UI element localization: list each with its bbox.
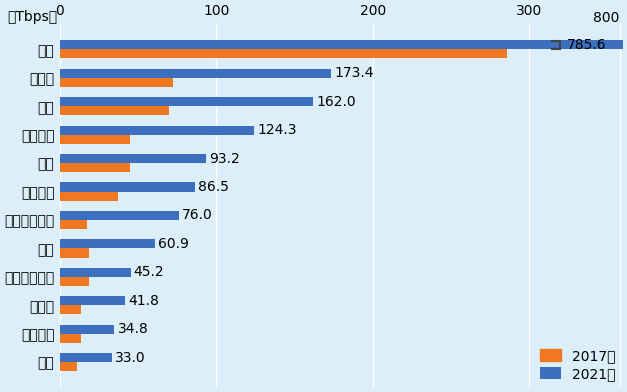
Bar	[60, 249, 90, 258]
Bar	[60, 268, 130, 277]
Text: 41.8: 41.8	[129, 294, 159, 308]
Text: 124.3: 124.3	[258, 123, 297, 137]
Bar	[60, 211, 179, 220]
Text: 34.8: 34.8	[117, 322, 148, 336]
Text: 86.5: 86.5	[198, 180, 229, 194]
Text: 162.0: 162.0	[317, 95, 356, 109]
Bar	[60, 97, 314, 106]
Bar	[60, 106, 169, 115]
Legend: 2017年, 2021年: 2017年, 2021年	[540, 349, 616, 381]
Text: 76.0: 76.0	[182, 209, 213, 222]
Bar	[60, 277, 89, 286]
Bar	[60, 353, 112, 362]
Bar	[60, 220, 87, 229]
Text: （Tbps）: （Tbps）	[7, 10, 57, 24]
Bar	[60, 362, 76, 371]
Text: 45.2: 45.2	[134, 265, 164, 279]
Bar	[60, 163, 130, 172]
Bar	[60, 40, 627, 49]
Text: 800: 800	[593, 11, 619, 25]
Bar	[60, 135, 130, 144]
Bar	[60, 182, 195, 192]
Bar	[60, 305, 82, 314]
Bar	[60, 125, 255, 135]
Text: 785.6: 785.6	[567, 38, 606, 52]
Bar	[60, 325, 114, 334]
Bar	[60, 78, 173, 87]
Text: 60.9: 60.9	[158, 237, 189, 251]
Bar	[60, 334, 81, 343]
Bar	[60, 240, 155, 249]
Text: 173.4: 173.4	[334, 66, 374, 80]
Bar	[60, 49, 507, 58]
Bar	[60, 69, 331, 78]
Bar	[60, 154, 206, 163]
Bar	[60, 296, 125, 305]
Text: 33.0: 33.0	[115, 350, 145, 365]
Bar	[60, 192, 118, 201]
Text: 93.2: 93.2	[209, 152, 240, 165]
